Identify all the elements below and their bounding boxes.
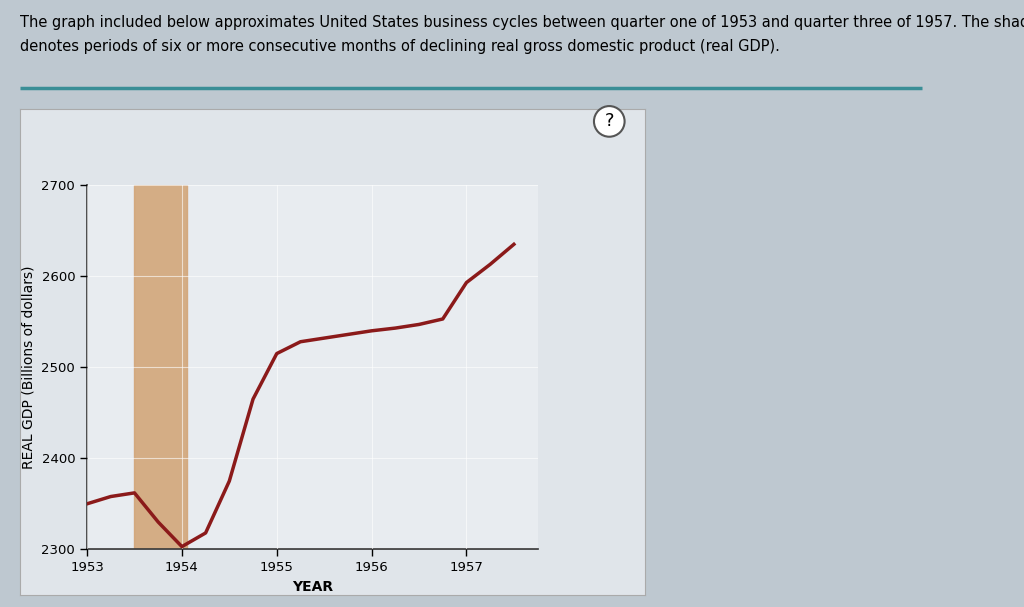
Text: ?: ? xyxy=(604,112,614,131)
Y-axis label: REAL GDP (Billions of dollars): REAL GDP (Billions of dollars) xyxy=(22,265,36,469)
Text: The graph included below approximates United States business cycles between quar: The graph included below approximates Un… xyxy=(20,15,1024,30)
Bar xyxy=(134,185,186,549)
Text: denotes periods of six or more consecutive months of declining real gross domest: denotes periods of six or more consecuti… xyxy=(20,39,780,55)
X-axis label: YEAR: YEAR xyxy=(292,580,333,594)
